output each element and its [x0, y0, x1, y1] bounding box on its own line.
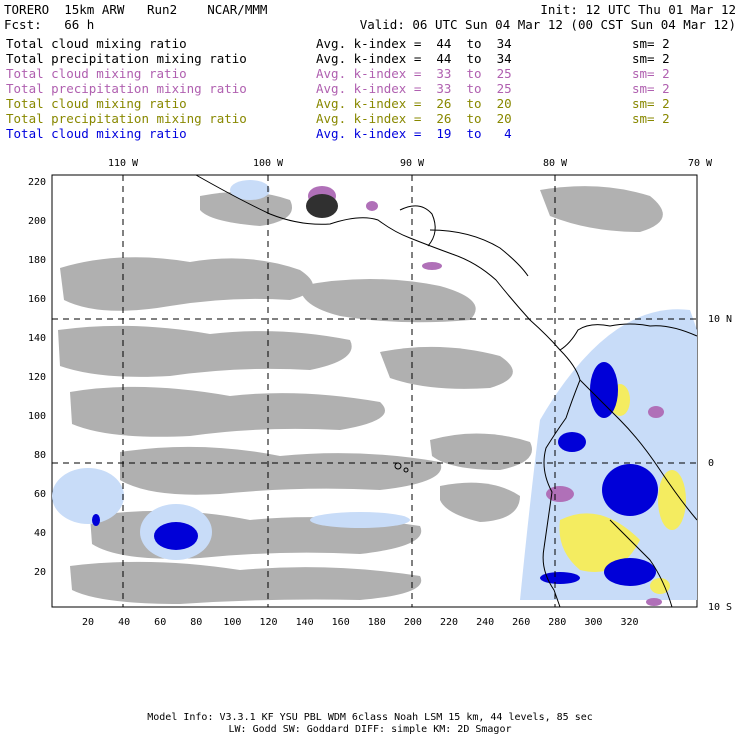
lon-label-110w: 110 W	[108, 158, 139, 169]
legend-smoothing: sm= 2	[632, 66, 670, 81]
model-title: TORERO 15km ARW Run2 NCAR/MMM	[4, 2, 268, 17]
x-tick-label: 220	[440, 617, 458, 628]
legend-field: Total precipitation mixing ratio	[6, 81, 247, 96]
x-tick-label: 100	[223, 617, 241, 628]
y-tick-label: 160	[28, 294, 46, 305]
lat-lon-grid	[52, 175, 697, 607]
lat-label-10s: 10 S	[708, 602, 732, 613]
x-tick-label: 140	[296, 617, 314, 628]
y-tick-label: 220	[28, 177, 46, 188]
legend-field: Total precipitation mixing ratio	[6, 51, 247, 66]
legend-row: Total cloud mixing ratio Avg. k-index = 2…	[6, 96, 736, 111]
x-tick-label: 320	[620, 617, 638, 628]
legend-range: Avg. k-index = 26 to 20	[316, 96, 512, 111]
lat-label-10n: 10 N	[708, 314, 732, 325]
valid-time: Valid: 06 UTC Sun 04 Mar 12 (00 CST Sun …	[359, 17, 736, 32]
legend-range: Avg. k-index = 19 to 4	[316, 126, 512, 141]
y-tick-label: 80	[34, 450, 46, 461]
x-tick-label: 80	[190, 617, 202, 628]
x-tick-label: 180	[368, 617, 386, 628]
y-tick-label: 100	[28, 411, 46, 422]
model-info-footer: Model Info: V3.3.1 KF YSU PBL WDM 6class…	[0, 712, 740, 736]
model-info-line1: Model Info: V3.3.1 KF YSU PBL WDM 6class…	[147, 712, 593, 723]
legend-field: Total cloud mixing ratio	[6, 36, 187, 51]
x-tick-label: 240	[476, 617, 494, 628]
legend-row: Total cloud mixing ratio Avg. k-index = 3…	[6, 66, 736, 81]
legend-field: Total cloud mixing ratio	[6, 126, 187, 141]
coastlines	[195, 174, 698, 608]
legend-field: Total precipitation mixing ratio	[6, 111, 247, 126]
legend-field: Total cloud mixing ratio	[6, 66, 187, 81]
x-tick-label: 160	[332, 617, 350, 628]
legend-range: Avg. k-index = 33 to 25	[316, 81, 512, 96]
lat-label-0: 0	[708, 458, 714, 469]
blue-intense-field	[92, 362, 658, 586]
legend-row: Total cloud mixing ratio Avg. k-index = 1…	[6, 126, 736, 141]
legend-row: Total cloud mixing ratio Avg. k-index = 4…	[6, 36, 736, 51]
field-legend: Total cloud mixing ratio Avg. k-index = 4…	[6, 36, 736, 141]
x-tick-label: 40	[118, 617, 130, 628]
legend-smoothing: sm= 2	[632, 111, 670, 126]
x-tick-label: 260	[512, 617, 530, 628]
lat-labels: 10 N 0 10 S	[708, 314, 732, 613]
legend-row: Total precipitation mixing ratio Avg. k-i…	[6, 111, 736, 126]
legend-smoothing: sm= 2	[632, 36, 670, 51]
x-tick-label: 280	[548, 617, 566, 628]
lon-label-100w: 100 W	[253, 158, 284, 169]
x-tick-label: 120	[259, 617, 277, 628]
legend-range: Avg. k-index = 26 to 20	[316, 111, 512, 126]
init-time: Init: 12 UTC Thu 01 Mar 12	[540, 2, 736, 17]
model-info-line2: LW: Godd SW: Goddard DIFF: simple KM: 2D…	[228, 724, 512, 735]
legend-range: Avg. k-index = 33 to 25	[316, 66, 512, 81]
legend-smoothing: sm= 2	[632, 51, 670, 66]
x-tick-label: 300	[584, 617, 602, 628]
lon-label-70w: 70 W	[688, 158, 713, 169]
legend-row: Total precipitation mixing ratio Avg. k-i…	[6, 81, 736, 96]
forecast-hour: Fcst: 66 h	[4, 17, 95, 32]
legend-field: Total cloud mixing ratio	[6, 96, 187, 111]
x-tick-label: 20	[82, 617, 94, 628]
legend-smoothing: sm= 2	[632, 96, 670, 111]
y-tick-label: 20	[34, 567, 46, 578]
y-tick-label: 180	[28, 255, 46, 266]
yellow-precip-field	[559, 384, 686, 594]
y-tick-label: 40	[34, 528, 46, 539]
legend-row: Total precipitation mixing ratio Avg. k-i…	[6, 51, 736, 66]
x-tick-label: 60	[154, 617, 166, 628]
lon-labels: 110 W 100 W 90 W 80 W 70 W	[108, 158, 713, 169]
y-tick-label: 60	[34, 489, 46, 500]
legend-range: Avg. k-index = 44 to 34	[316, 36, 512, 51]
y-tick-label: 200	[28, 216, 46, 227]
y-tick-label: 140	[28, 333, 46, 344]
legend-smoothing: sm= 2	[632, 81, 670, 96]
lon-label-80w: 80 W	[543, 158, 568, 169]
x-tick-label: 200	[404, 617, 422, 628]
y-tick-labels: 220 200 180 160 140 120 100 80 60 40 20	[28, 177, 46, 578]
x-tick-labels: 20 40 60 80 100 120 140 160 180 200 220 240 260 280 30…	[82, 617, 639, 628]
y-tick-label: 120	[28, 372, 46, 383]
legend-range: Avg. k-index = 44 to 34	[316, 51, 512, 66]
lon-label-90w: 90 W	[400, 158, 425, 169]
dark-core	[306, 194, 338, 218]
